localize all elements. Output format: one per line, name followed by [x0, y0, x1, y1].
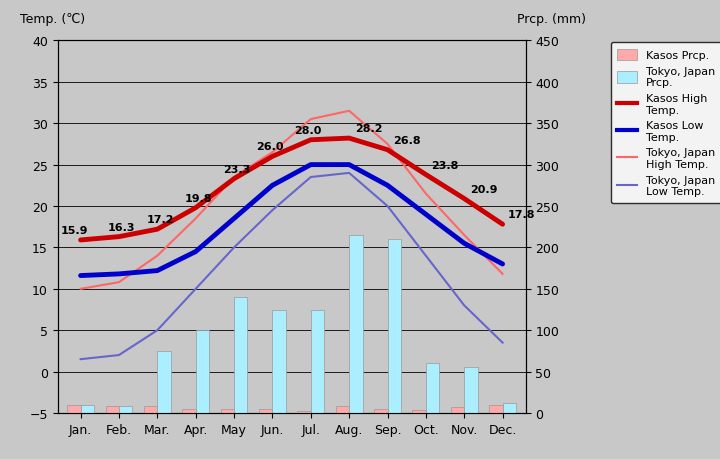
Text: 28.2: 28.2 [355, 124, 382, 134]
Bar [413, 410, 426, 413]
Bar [234, 297, 248, 413]
Bar [272, 310, 286, 413]
Bar [311, 310, 324, 413]
Bar [349, 235, 363, 413]
Bar [374, 409, 387, 413]
Bar [489, 405, 503, 413]
Bar [259, 409, 272, 413]
Text: 17.8: 17.8 [508, 210, 536, 220]
Bar [387, 240, 401, 413]
Text: 23.3: 23.3 [223, 164, 250, 174]
Text: Prcp. (mm): Prcp. (mm) [518, 13, 586, 27]
Bar [182, 409, 196, 413]
Text: 28.0: 28.0 [294, 126, 322, 135]
Text: 16.3: 16.3 [108, 222, 135, 232]
Text: Temp. (℃): Temp. (℃) [20, 13, 85, 27]
Bar [196, 330, 209, 413]
Bar [158, 351, 171, 413]
Text: 26.8: 26.8 [393, 135, 420, 146]
Bar [220, 409, 234, 413]
Text: 15.9: 15.9 [61, 225, 89, 235]
Bar [503, 403, 516, 413]
Text: 19.8: 19.8 [184, 193, 212, 203]
Text: 23.8: 23.8 [431, 160, 459, 170]
Bar [119, 407, 132, 413]
Bar [464, 368, 477, 413]
Bar [426, 364, 439, 413]
Bar [451, 407, 464, 413]
Bar [67, 405, 81, 413]
Bar [336, 407, 349, 413]
Bar [106, 407, 119, 413]
Bar [297, 411, 311, 413]
Legend: Kasos Prcp., Tokyo, Japan
Prcp., Kasos High
Temp., Kasos Low
Temp., Tokyo, Japan: Kasos Prcp., Tokyo, Japan Prcp., Kasos H… [611, 43, 720, 203]
Bar [81, 405, 94, 413]
Text: 17.2: 17.2 [146, 215, 174, 225]
Text: 26.0: 26.0 [256, 142, 283, 152]
Text: 20.9: 20.9 [469, 184, 498, 194]
Bar [144, 407, 158, 413]
